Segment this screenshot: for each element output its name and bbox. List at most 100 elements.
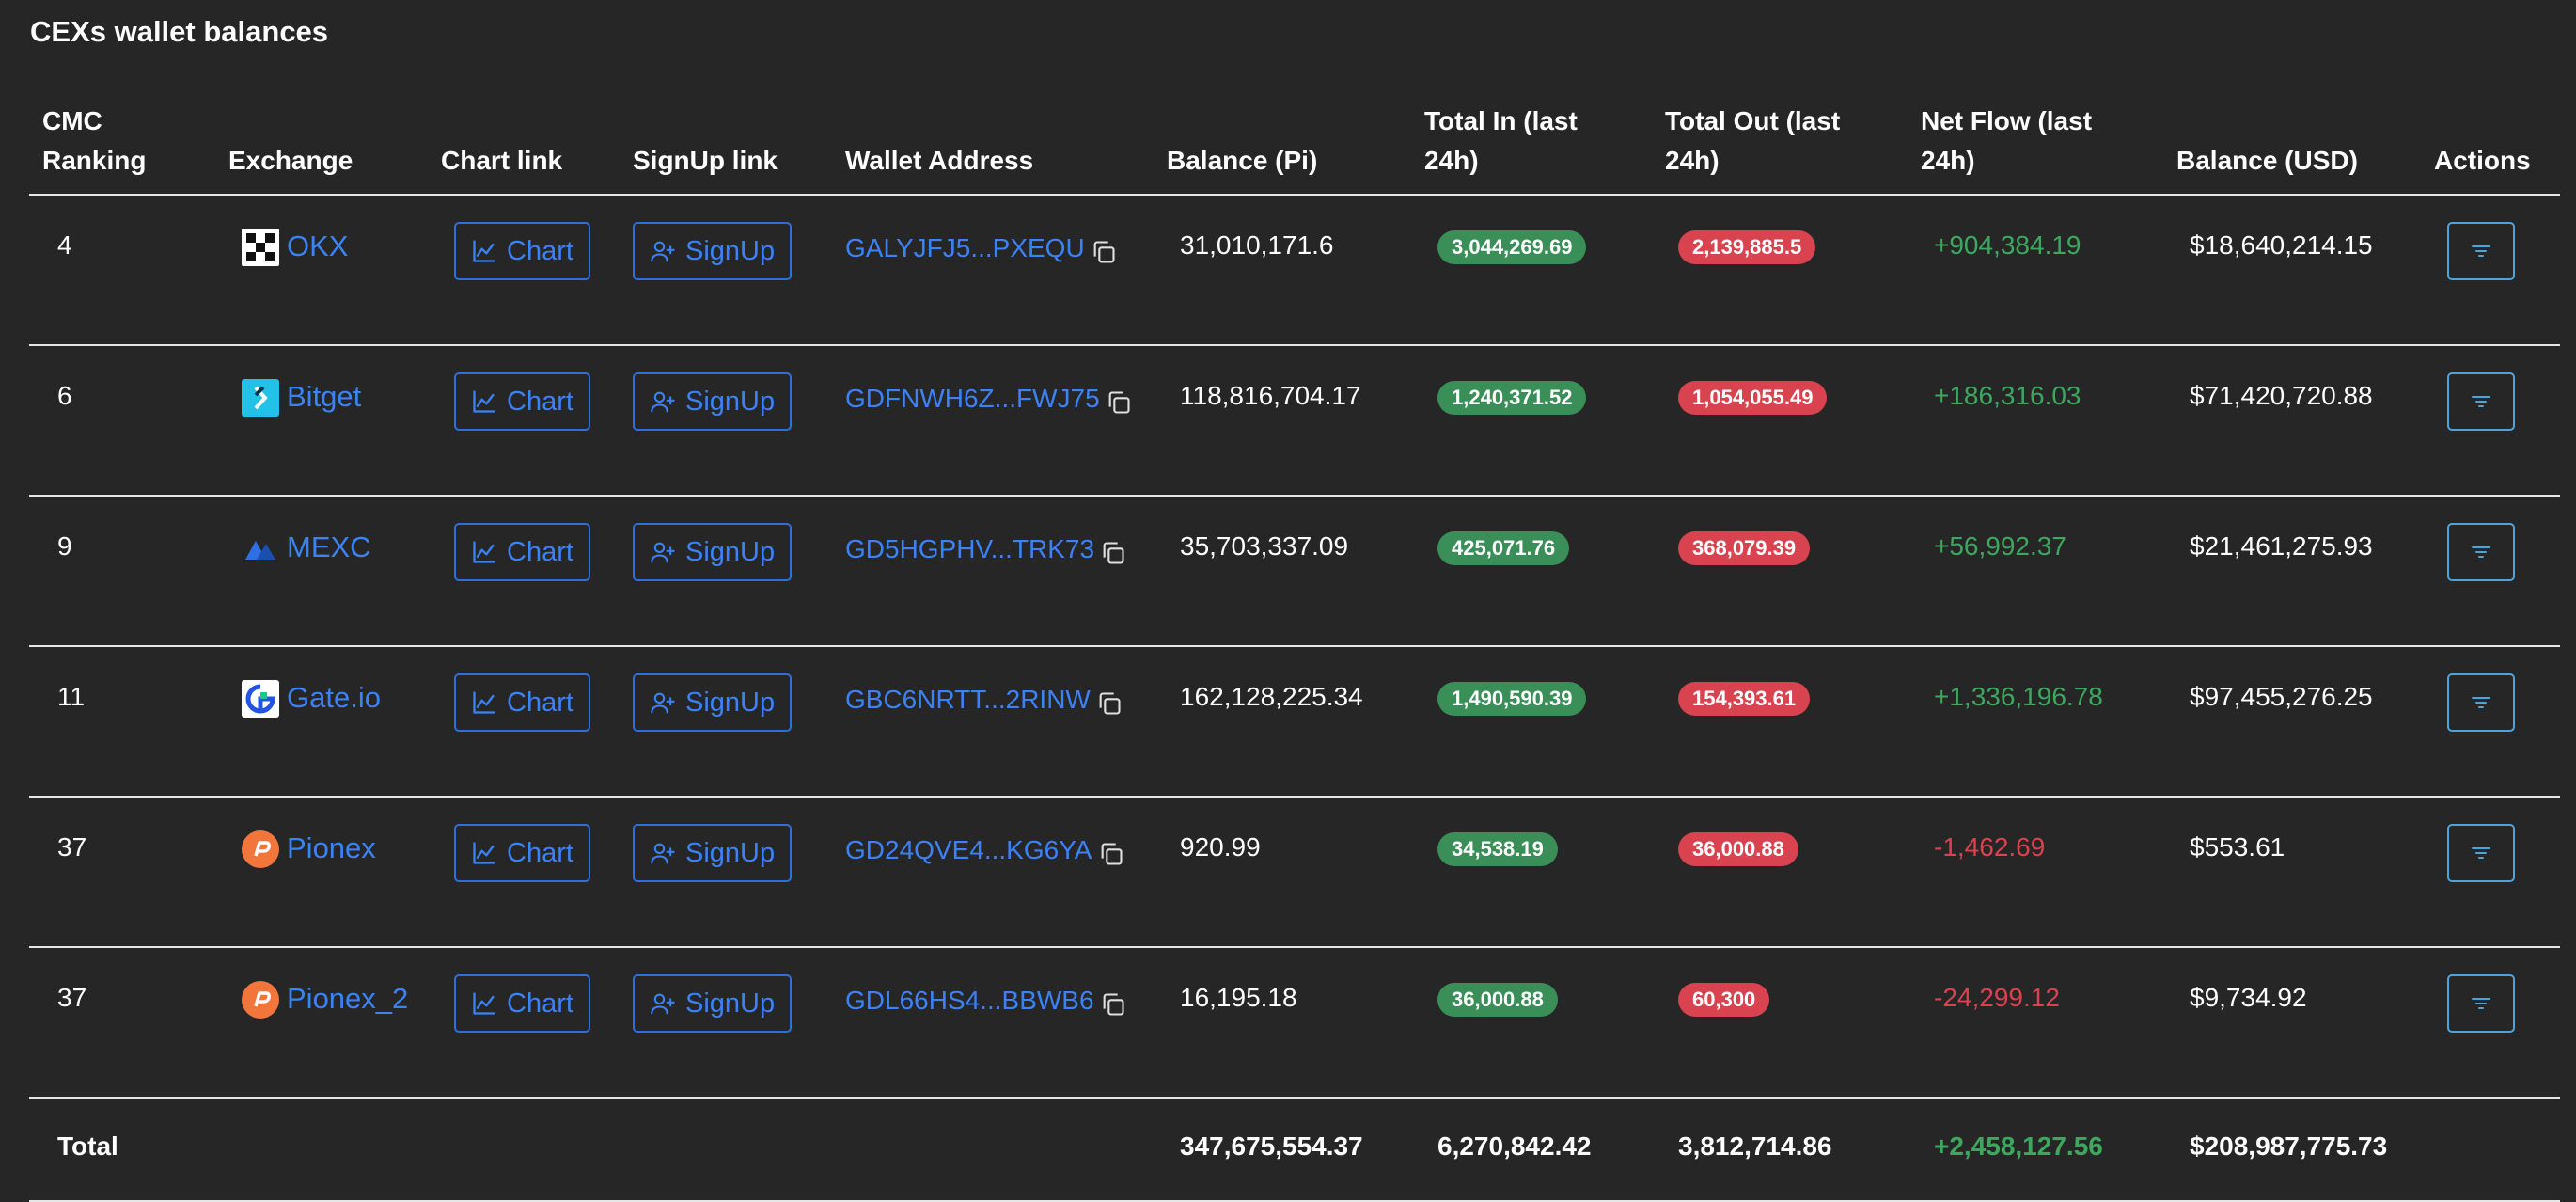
total-out-badge: 368,079.39: [1678, 531, 1811, 565]
signup-cell: SignUp: [620, 646, 832, 798]
header-total-in[interactable]: Total In (last 24h): [1411, 90, 1652, 196]
exchange-cell: Bitget: [215, 345, 428, 497]
copy-icon[interactable]: [1096, 688, 1123, 715]
wallet-cell: GDFNWH6Z...FWJ75: [832, 345, 1154, 497]
total-in-cell: 1,240,371.52: [1411, 345, 1652, 497]
filter-icon: [2469, 994, 2493, 1013]
signup-button-label: SignUp: [685, 387, 776, 417]
total-in-cell: 34,538.19: [1411, 797, 1652, 948]
total-out-badge: 154,393.61: [1678, 682, 1811, 716]
header-net-flow[interactable]: Net Flow (last 24h): [1908, 90, 2163, 196]
total-label: Total: [29, 1098, 215, 1202]
balance-usd-cell: $71,420,720.88: [2163, 345, 2434, 497]
chart-icon: [471, 539, 497, 565]
total-out-cell: 36,000.88: [1652, 797, 1908, 948]
signup-cell: SignUp: [620, 345, 832, 497]
signup-button[interactable]: SignUp: [633, 372, 793, 431]
net-flow-cell: +56,992.37: [1908, 496, 2163, 647]
actions-cell: [2434, 646, 2560, 798]
net-flow-cell: -24,299.12: [1908, 947, 2163, 1099]
copy-icon[interactable]: [1091, 237, 1117, 263]
header-total-out[interactable]: Total Out (last 24h): [1652, 90, 1908, 196]
total-in-badge: 425,071.76: [1437, 531, 1570, 565]
total-out-badge: 1,054,055.49: [1678, 381, 1828, 415]
net-flow-cell: +904,384.19: [1908, 195, 2163, 346]
header-actions: Actions: [2434, 90, 2560, 196]
filter-action-button[interactable]: [2447, 372, 2515, 431]
chart-icon: [471, 990, 497, 1017]
chart-cell: Chart: [428, 345, 620, 497]
chart-cell: Chart: [428, 195, 620, 346]
exchange-link[interactable]: Bitget: [287, 380, 362, 413]
filter-action-button[interactable]: [2447, 824, 2515, 882]
filter-action-button[interactable]: [2447, 222, 2515, 280]
balance-pi-cell: 16,195.18: [1154, 947, 1411, 1099]
signup-button-label: SignUp: [685, 236, 776, 266]
signup-button[interactable]: SignUp: [633, 673, 793, 732]
header-rank[interactable]: CMC Ranking: [29, 90, 215, 196]
actions-cell: [2434, 496, 2560, 647]
balance-usd-cell: $21,461,275.93: [2163, 496, 2434, 647]
wallet-address-link[interactable]: GDL66HS4...BBWB6: [845, 986, 1094, 1015]
header-balance-pi[interactable]: Balance (Pi): [1154, 90, 1411, 196]
total-out-cell: 368,079.39: [1652, 496, 1908, 647]
wallet-cell: GBC6NRTT...2RINW: [832, 646, 1154, 798]
chart-button[interactable]: Chart: [454, 673, 590, 732]
wallet-address-link[interactable]: GBC6NRTT...2RINW: [845, 685, 1091, 714]
header-balance-usd[interactable]: Balance (USD): [2163, 90, 2434, 196]
filter-action-button[interactable]: [2447, 974, 2515, 1033]
chart-button[interactable]: Chart: [454, 974, 590, 1033]
filter-action-button[interactable]: [2447, 523, 2515, 581]
wallet-address-link[interactable]: GD24QVE4...KG6YA: [845, 835, 1092, 864]
total-in-sum: 6,270,842.42: [1411, 1098, 1652, 1202]
rank-cell: 4: [29, 195, 215, 346]
wallet-cell: GD5HGPHV...TRK73: [832, 496, 1154, 647]
chart-button-label: Chart: [507, 988, 573, 1019]
total-balance-usd: $208,987,775.73: [2163, 1098, 2434, 1202]
copy-icon[interactable]: [1100, 989, 1126, 1016]
header-exchange[interactable]: Exchange: [215, 90, 428, 196]
copy-icon[interactable]: [1100, 538, 1126, 564]
chart-button[interactable]: Chart: [454, 222, 590, 280]
chart-button[interactable]: Chart: [454, 372, 590, 431]
chart-button[interactable]: Chart: [454, 523, 590, 581]
exchange-link[interactable]: MEXC: [287, 530, 371, 563]
page-title: CEXs wallet balances: [30, 15, 329, 48]
copy-icon[interactable]: [1106, 387, 1132, 414]
pionex-logo-icon: [242, 830, 279, 868]
signup-button[interactable]: SignUp: [633, 523, 793, 581]
balance-pi-cell: 31,010,171.6: [1154, 195, 1411, 346]
balance-pi-cell: 35,703,337.09: [1154, 496, 1411, 647]
actions-cell: [2434, 195, 2560, 346]
wallet-address-link[interactable]: GDFNWH6Z...FWJ75: [845, 384, 1100, 413]
exchange-link[interactable]: Pionex: [287, 831, 376, 864]
add-user-icon: [650, 990, 676, 1017]
signup-button[interactable]: SignUp: [633, 974, 793, 1033]
signup-button-label: SignUp: [685, 838, 776, 868]
balance-pi-cell: 162,128,225.34: [1154, 646, 1411, 798]
chart-button[interactable]: Chart: [454, 824, 590, 882]
chart-icon: [471, 689, 497, 716]
total-out-badge: 60,300: [1678, 983, 1770, 1017]
net-flow-cell: +186,316.03: [1908, 345, 2163, 497]
exchange-link[interactable]: Gate.io: [287, 681, 381, 714]
signup-button[interactable]: SignUp: [633, 222, 793, 280]
signup-button-label: SignUp: [685, 537, 776, 567]
signup-cell: SignUp: [620, 947, 832, 1099]
copy-icon[interactable]: [1098, 839, 1124, 865]
table-row: 6 Bitget Chart SignUp GDFNWH6Z...FWJ75 118,81…: [29, 345, 2560, 497]
signup-button[interactable]: SignUp: [633, 824, 793, 882]
chart-cell: Chart: [428, 496, 620, 647]
table-row: 9 MEXC Chart SignUp GD5HGPHV...TRK73 35,703,3…: [29, 496, 2560, 647]
filter-action-button[interactable]: [2447, 673, 2515, 732]
total-in-badge: 1,490,590.39: [1437, 682, 1587, 716]
total-in-cell: 1,490,590.39: [1411, 646, 1652, 798]
exchange-link[interactable]: Pionex_2: [287, 982, 409, 1015]
exchange-link[interactable]: OKX: [287, 229, 349, 262]
total-in-badge: 3,044,269.69: [1437, 230, 1587, 264]
wallet-address-link[interactable]: GALYJFJ5...PXEQU: [845, 233, 1085, 262]
total-in-badge: 36,000.88: [1437, 983, 1558, 1017]
signup-button-label: SignUp: [685, 688, 776, 718]
exchange-cell: Pionex: [215, 797, 428, 948]
wallet-address-link[interactable]: GD5HGPHV...TRK73: [845, 534, 1095, 563]
